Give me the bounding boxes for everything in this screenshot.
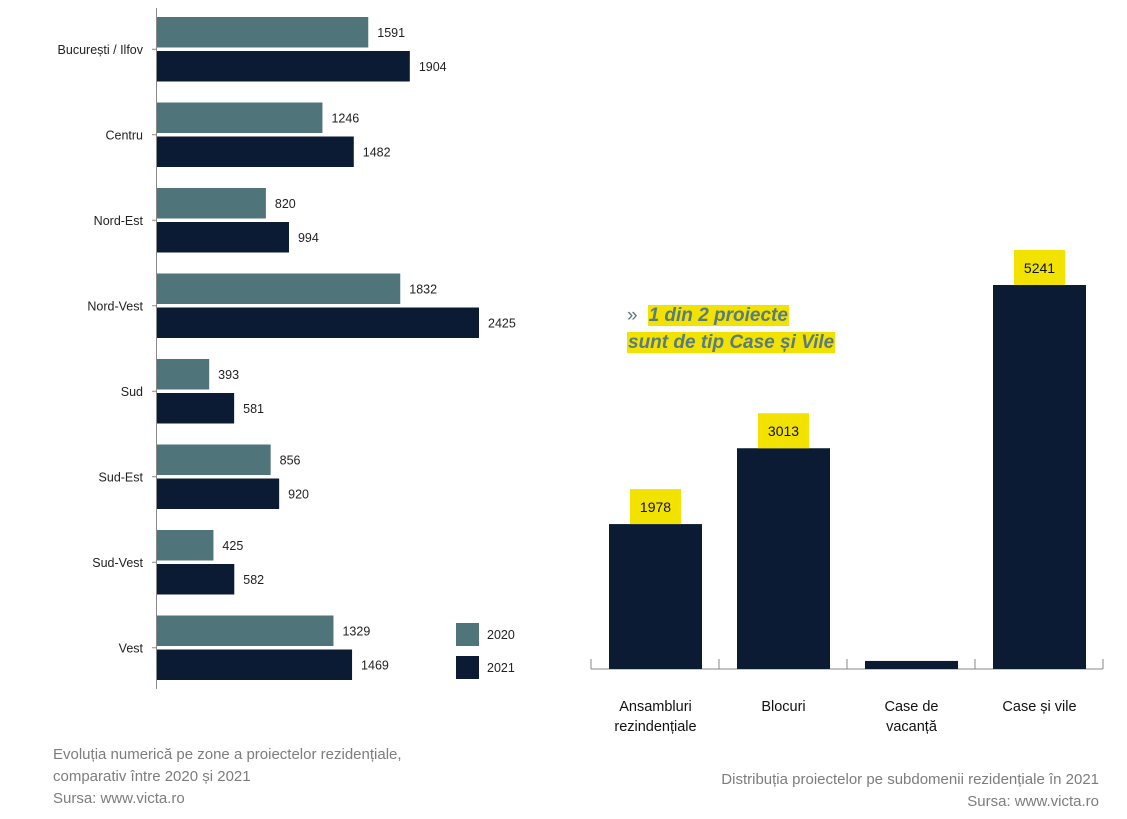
data-label-2021-centru: 1482 [363, 145, 391, 159]
category-label-nord-est: Nord-Est [94, 214, 144, 228]
category-label-vest: Vest [119, 641, 144, 655]
callout-marker: » [627, 305, 638, 326]
data-label-2020-sud: 393 [218, 368, 239, 382]
bar-case-si-vile [993, 285, 1086, 669]
data-label-2021-vest: 1469 [361, 658, 389, 672]
bar-2020-bucuresti-ilfov [157, 17, 369, 48]
data-label-case-si-vile: 5241 [1024, 260, 1055, 276]
category-label-case-si-vile: Case și vile [1002, 699, 1076, 715]
bar-2020-sud-est [157, 444, 271, 475]
bar-2021-sud-est [157, 478, 280, 509]
data-label-2020-bucuresti-ilfov: 1591 [377, 26, 405, 40]
left-caption-source: Sursa: www.victa.ro [53, 790, 185, 807]
callout-line-1: 1 din 2 proiecte [647, 305, 789, 326]
bar-2020-nord-est [157, 188, 266, 219]
data-label-blocuri: 3013 [768, 423, 799, 439]
legend-label-2021: 2021 [487, 661, 515, 675]
data-label-2020-nord-vest: 1832 [409, 282, 437, 296]
bar-2021-nord-est [157, 222, 289, 253]
regional-bar-chart: București / Ilfov 1591 1904 Centru 1246 1482 N… [58, 8, 516, 689]
data-label-2020-nord-est: 820 [275, 197, 296, 211]
bar-2021-centru [157, 136, 354, 167]
category-label-case-de-vacanta: Case de vacanță [884, 699, 938, 735]
data-label-2021-bucuresti-ilfov: 1904 [419, 60, 447, 74]
bar-2021-sud-vest [157, 564, 235, 595]
right-caption-line-1: Distribuția proiectelor pe subdomenii re… [721, 771, 1099, 788]
bar-2020-nord-vest [157, 273, 401, 304]
category-label-sud-vest: Sud-Vest [92, 556, 143, 570]
category-label-blocuri: Blocuri [761, 699, 805, 715]
left-caption-line-2: comparativ între 2020 și 2021 [53, 768, 251, 785]
data-label-2021-sud-vest: 582 [243, 573, 264, 587]
data-label-ansambluri-rezindentiale: 1978 [640, 499, 671, 515]
data-label-2020-sud-vest: 425 [222, 539, 243, 553]
bar-2020-vest [157, 615, 334, 646]
data-label-2020-sud-est: 856 [280, 453, 301, 467]
data-label-2021-nord-est: 994 [298, 231, 319, 245]
category-label-sud: Sud [121, 385, 143, 399]
bar-ansambluri-rezindentiale [609, 524, 702, 669]
bar-case-de-vacanta [865, 660, 958, 669]
bar-2020-sud-vest [157, 530, 214, 561]
data-label-bg-ansambluri-rezindentiale [630, 489, 681, 525]
left-chart-caption: Evoluția numerică pe zone a proiectelor … [53, 744, 402, 810]
left-caption-line-1: Evoluția numerică pe zone a proiectelor … [53, 746, 402, 763]
bar-2020-centru [157, 102, 323, 133]
right-chart-caption: Distribuția proiectelor pe subdomenii re… [721, 769, 1099, 813]
data-label-2021-nord-vest: 2425 [488, 316, 516, 330]
bar-2021-bucuresti-ilfov [157, 51, 410, 82]
bar-2021-sud [157, 393, 235, 424]
bar-blocuri [737, 448, 830, 669]
bar-2021-vest [157, 649, 353, 680]
data-label-bg-blocuri [758, 413, 809, 449]
subdomain-bar-chart: 1978 Ansambluri rezindențiale 3013 Blocuri Ca… [590, 250, 1104, 735]
category-label-ansambluri-rezindentiale: Ansambluri rezindențiale [614, 699, 696, 735]
legend-label-2020: 2020 [487, 628, 515, 642]
data-label-2020-vest: 1329 [342, 624, 370, 638]
data-label-2021-sud: 581 [243, 402, 264, 416]
category-label-bucuresti-ilfov: București / Ilfov [58, 43, 144, 57]
data-label-2021-sud-est: 920 [288, 487, 309, 501]
bar-2021-nord-vest [157, 307, 479, 338]
data-label-bg-case-si-vile [1014, 250, 1065, 285]
data-label-2020-centru: 1246 [331, 111, 359, 125]
right-caption-source: Sursa: www.victa.ro [967, 793, 1099, 810]
callout-line-2: sunt de tip Case și Vile [627, 332, 836, 353]
category-label-nord-vest: Nord-Vest [87, 299, 143, 313]
callout-note: » 1 din 2 proiecte sunt de tip Case și Vi… [627, 302, 836, 356]
legend-swatch-2021 [456, 656, 479, 679]
category-label-sud-est: Sud-Est [99, 470, 144, 484]
category-label-centru: Centru [105, 128, 143, 142]
legend-swatch-2020 [456, 623, 479, 646]
bar-2020-sud [157, 359, 210, 390]
